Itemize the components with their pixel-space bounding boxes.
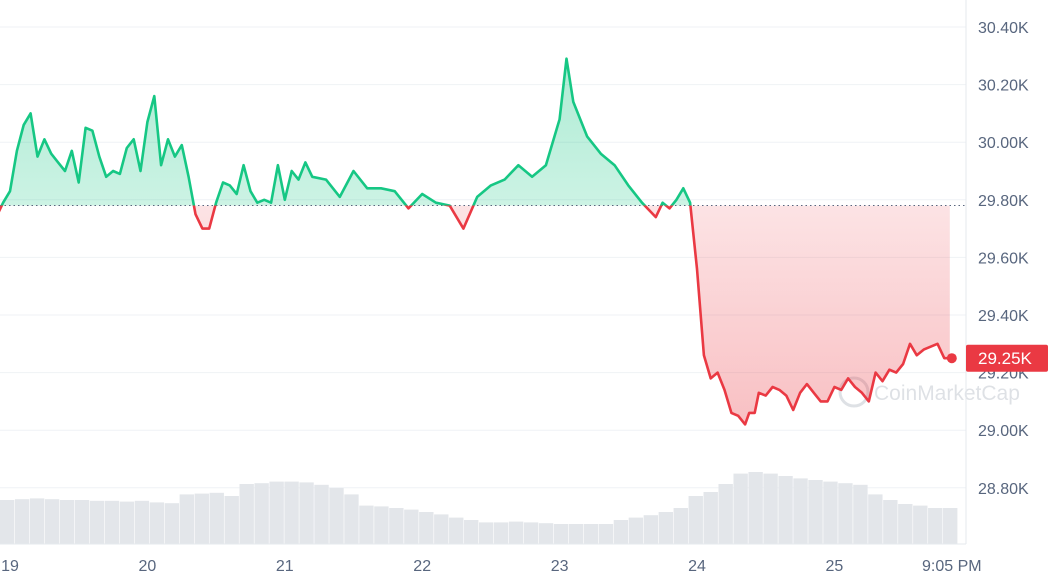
y-tick-label: 29.40K [978, 308, 1029, 325]
x-tick-label: 24 [688, 558, 706, 575]
current-price-badge [966, 344, 1048, 372]
volume-bar [823, 481, 838, 544]
volume-bar [224, 496, 239, 544]
area-fill-up [1, 58, 691, 206]
volume-bar [763, 473, 778, 544]
volume-bar [883, 500, 898, 544]
price-line-down [0, 205, 950, 426]
x-tick-label: 25 [826, 558, 844, 575]
volume-bar [179, 494, 194, 544]
volume-bar [164, 503, 180, 544]
volume-bar [329, 488, 344, 544]
volume-bar [59, 500, 75, 544]
volume-bar [838, 483, 853, 544]
volume-bar [868, 494, 883, 544]
y-tick-label: 29.00K [978, 423, 1029, 440]
y-axis: 30.40K30.20K30.00K29.80K29.60K29.40K29.2… [965, 0, 1029, 544]
volume-bar [793, 478, 808, 544]
volume-bar [538, 523, 554, 544]
x-axis: 19 20 21 22 23 24 25 9:05 PM [0, 543, 982, 575]
x-tick-label: 21 [276, 558, 294, 575]
volume-bar [419, 512, 434, 544]
y-tick-label: 30.40K [978, 20, 1029, 37]
volume-bar [29, 498, 45, 544]
area-fill-down [0, 205, 950, 425]
volume-bar [658, 512, 673, 544]
volume-bar [314, 484, 329, 544]
volume-bar [149, 502, 165, 544]
volume-bar [928, 508, 943, 544]
y-tick-label: 30.20K [978, 78, 1029, 95]
volume-bar [718, 484, 733, 544]
volume-bar [628, 517, 644, 544]
volume-bars [0, 472, 958, 544]
volume-bar [913, 505, 928, 544]
volume-bar [0, 500, 15, 544]
volume-bar [748, 472, 763, 544]
volume-bar [464, 520, 479, 544]
x-tick-label: 19 [1, 558, 19, 575]
volume-bar [673, 508, 688, 544]
volume-bar [598, 524, 614, 544]
volume-bar [643, 515, 659, 544]
volume-bar [284, 481, 299, 544]
watermark-text: CoinMarketCap [874, 382, 1020, 405]
volume-bar [44, 499, 60, 544]
volume-bar [508, 521, 524, 544]
volume-bar [269, 481, 284, 544]
volume-bar [853, 484, 868, 544]
volume-bar [209, 492, 224, 544]
volume-bar [119, 501, 135, 544]
volume-bar [583, 524, 599, 544]
volume-bar [359, 505, 374, 544]
volume-bar [74, 500, 90, 544]
volume-bar [89, 500, 105, 544]
volume-bar [194, 493, 209, 544]
volume-bar [14, 499, 30, 544]
volume-bar [239, 484, 254, 544]
volume-bar [778, 476, 793, 544]
volume-bar [134, 500, 150, 544]
volume-bar [299, 482, 314, 544]
x-tick-label: 20 [139, 558, 157, 575]
volume-bar [104, 500, 120, 544]
current-price-label: 29.25K [978, 349, 1033, 368]
volume-bar [479, 522, 494, 544]
volume-bar [404, 509, 419, 544]
volume-bar [568, 524, 584, 544]
volume-bar [733, 473, 748, 544]
x-tick-label: 9:05 PM [922, 558, 982, 575]
price-line [0, 57, 950, 426]
area-fills [0, 58, 950, 425]
volume-bar [523, 522, 539, 544]
y-tick-label: 30.00K [978, 135, 1029, 152]
volume-bar [449, 517, 464, 544]
volume-bar [898, 504, 913, 544]
volume-bar [553, 524, 569, 544]
volume-bar [613, 520, 629, 544]
y-tick-label: 28.80K [978, 481, 1029, 498]
volume-bar [493, 522, 509, 544]
x-tick-label: 23 [551, 558, 569, 575]
volume-bar [703, 492, 718, 544]
volume-bar [688, 496, 703, 544]
volume-bar [943, 508, 958, 544]
current-price-marker: 29.25K [946, 344, 1048, 372]
y-tick-label: 29.80K [978, 193, 1029, 210]
volume-bar [389, 508, 404, 544]
price-line-up [0, 57, 692, 206]
volume-bar [808, 480, 823, 544]
volume-bar [344, 494, 359, 544]
x-tick-label: 22 [413, 558, 431, 575]
volume-bar [434, 514, 449, 544]
volume-bar [254, 483, 269, 544]
volume-bar [374, 506, 389, 544]
current-price-dot [946, 353, 957, 364]
y-tick-label: 29.60K [978, 250, 1029, 267]
